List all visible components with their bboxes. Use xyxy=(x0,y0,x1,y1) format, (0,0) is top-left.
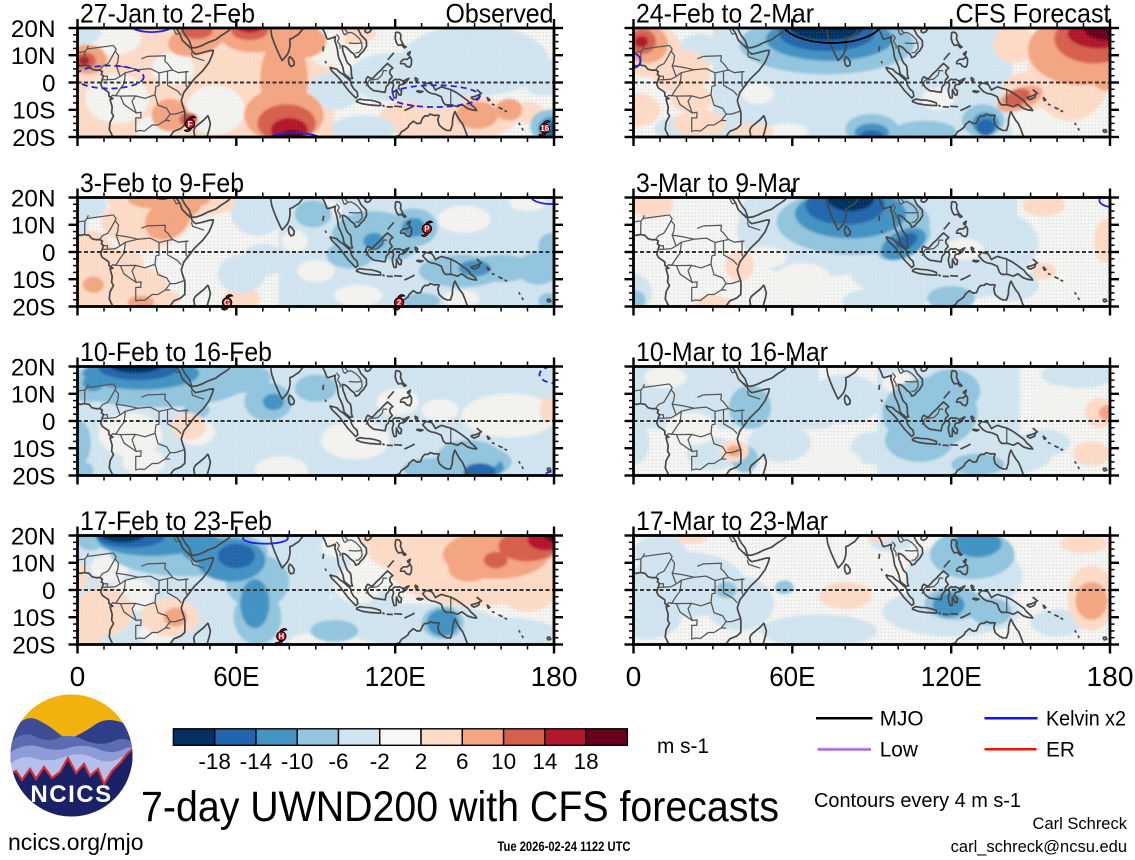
svg-text:10S: 10S xyxy=(12,436,55,463)
svg-text:-18: -18 xyxy=(198,749,231,774)
svg-text:6: 6 xyxy=(456,749,469,774)
svg-text:H: H xyxy=(278,632,284,641)
svg-text:-10: -10 xyxy=(281,749,314,774)
svg-text:10N: 10N xyxy=(11,213,56,240)
svg-text:20N: 20N xyxy=(11,523,56,550)
svg-text:17-Feb to 23-Feb: 17-Feb to 23-Feb xyxy=(80,506,272,536)
svg-text:Tue 2026-02-24 1122 UTC: Tue 2026-02-24 1122 UTC xyxy=(498,839,631,854)
svg-text:G: G xyxy=(224,298,230,307)
svg-text:60E: 60E xyxy=(213,661,259,692)
svg-text:20S: 20S xyxy=(12,294,55,321)
svg-text:18: 18 xyxy=(574,749,599,774)
svg-text:120E: 120E xyxy=(921,661,982,692)
svg-text:20N: 20N xyxy=(11,16,56,43)
svg-text:0: 0 xyxy=(42,240,56,267)
svg-text:MJO: MJO xyxy=(880,708,924,731)
svg-text:carl_schreck@ncsu.edu: carl_schreck@ncsu.edu xyxy=(951,838,1127,856)
svg-text:Observed: Observed xyxy=(446,0,554,29)
svg-text:7-day UWND200 with CFS forecas: 7-day UWND200 with CFS forecasts xyxy=(141,784,779,831)
svg-text:Carl Schreck: Carl Schreck xyxy=(1033,815,1128,833)
svg-text:10N: 10N xyxy=(11,43,56,70)
svg-text:Low: Low xyxy=(880,739,919,762)
svg-text:180: 180 xyxy=(531,661,578,692)
svg-text:10S: 10S xyxy=(12,267,55,294)
svg-text:3-Feb to 9-Feb: 3-Feb to 9-Feb xyxy=(80,168,244,198)
svg-text:16: 16 xyxy=(540,124,549,133)
svg-text:180: 180 xyxy=(1087,661,1134,692)
svg-text:2: 2 xyxy=(397,298,402,307)
svg-text:2: 2 xyxy=(415,749,428,774)
svg-text:20S: 20S xyxy=(12,632,55,659)
svg-text:60E: 60E xyxy=(769,661,815,692)
svg-text:20N: 20N xyxy=(11,185,56,212)
svg-text:20S: 20S xyxy=(12,125,55,152)
svg-text:10S: 10S xyxy=(12,605,55,632)
svg-text:Kelvin x2: Kelvin x2 xyxy=(1046,708,1126,731)
svg-text:120E: 120E xyxy=(365,661,426,692)
svg-text:10N: 10N xyxy=(11,382,56,409)
svg-text:10: 10 xyxy=(491,749,516,774)
svg-text:17-Mar to 23-Mar: 17-Mar to 23-Mar xyxy=(636,506,828,536)
svg-text:Contours every 4 m s-1: Contours every 4 m s-1 xyxy=(814,789,1021,812)
svg-text:0: 0 xyxy=(42,578,56,605)
svg-text:10-Feb to 16-Feb: 10-Feb to 16-Feb xyxy=(80,337,272,367)
svg-text:0: 0 xyxy=(626,661,642,692)
svg-text:20N: 20N xyxy=(11,354,56,381)
svg-text:20S: 20S xyxy=(12,463,55,490)
svg-text:m s-1: m s-1 xyxy=(657,735,709,758)
svg-text:ncics.org/mjo: ncics.org/mjo xyxy=(8,829,143,855)
svg-text:CFS Forecast: CFS Forecast xyxy=(956,0,1112,29)
svg-text:F: F xyxy=(188,120,193,129)
svg-text:10N: 10N xyxy=(11,551,56,578)
svg-text:3-Mar to 9-Mar: 3-Mar to 9-Mar xyxy=(636,168,800,198)
svg-text:-6: -6 xyxy=(328,749,348,774)
svg-text:10S: 10S xyxy=(12,98,55,125)
svg-text:14: 14 xyxy=(532,749,557,774)
svg-text:P: P xyxy=(424,225,430,234)
svg-text:10-Mar to 16-Mar: 10-Mar to 16-Mar xyxy=(636,337,828,367)
svg-text:ER: ER xyxy=(1046,739,1075,762)
svg-text:-2: -2 xyxy=(370,749,390,774)
svg-text:0: 0 xyxy=(42,409,56,436)
svg-text:NCICS: NCICS xyxy=(30,781,112,808)
svg-text:-14: -14 xyxy=(240,749,273,774)
svg-text:0: 0 xyxy=(42,70,56,97)
svg-text:24-Feb to 2-Mar: 24-Feb to 2-Mar xyxy=(636,0,814,29)
svg-text:0: 0 xyxy=(70,661,86,692)
svg-text:27-Jan to 2-Feb: 27-Jan to 2-Feb xyxy=(80,0,255,29)
